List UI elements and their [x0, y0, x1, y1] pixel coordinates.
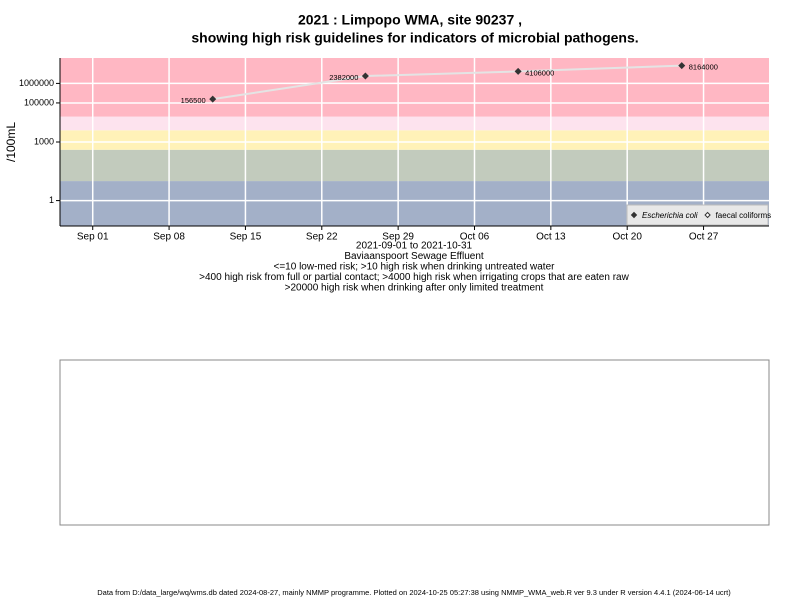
- x-tick-label: Oct 20: [612, 232, 642, 243]
- chart-subtitle: showing high risk guidelines for indicat…: [191, 30, 638, 46]
- legend-box: [626, 204, 769, 226]
- data-label: 2382000: [329, 73, 358, 82]
- series-line: [212, 64, 682, 101]
- risk-band: [60, 58, 769, 117]
- x-tick-label: Sep 15: [230, 232, 262, 243]
- x-tick-label: Sep 08: [153, 232, 185, 243]
- x-tick-label: Oct 27: [689, 232, 719, 243]
- y-tick-label: 1: [49, 195, 54, 205]
- x-axis-label: >400 high risk from full or partial cont…: [199, 272, 629, 283]
- x-axis-label: 2021-09-01 to 2021-10-31: [356, 241, 473, 252]
- data-label: 8164000: [689, 63, 718, 72]
- x-tick-label: Oct 06: [460, 232, 490, 243]
- x-axis-label: >20000 high risk when drinking after onl…: [285, 283, 544, 294]
- data-point: [209, 95, 217, 103]
- legend-marker: [704, 211, 711, 219]
- footer: Data from D:/data_large/wq/wms.db dated …: [97, 588, 731, 597]
- x-axis-label: <=10 low-med risk; >10 high risk when dr…: [274, 262, 556, 273]
- empty-panel: [59, 359, 770, 526]
- risk-band: [60, 130, 769, 150]
- y-axis-label: /100mL: [4, 122, 18, 162]
- data-label: 4106000: [525, 68, 554, 77]
- data-point: [678, 62, 686, 70]
- legend-label: faecal coliforms: [716, 211, 772, 220]
- x-tick-label: Sep 01: [77, 232, 109, 243]
- legend: Escherichia coli faecal coliforms: [626, 204, 772, 226]
- data-point: [514, 67, 522, 75]
- x-axis-label: Baviaanspoort Sewage Effluent: [344, 251, 484, 262]
- data-point: [361, 72, 369, 80]
- x-tick-label: Oct 13: [536, 232, 566, 243]
- risk-band: [60, 116, 769, 131]
- x-tick-label: Sep 22: [306, 232, 338, 243]
- data-label: 156500: [181, 96, 206, 105]
- risk-band: [60, 149, 769, 182]
- y-tick-label: 1000000: [19, 78, 54, 88]
- legend-label: Escherichia coli: [642, 211, 698, 220]
- legend-marker: [630, 211, 638, 219]
- y-tick-label: 100000: [24, 97, 54, 107]
- y-tick-label: 1000: [34, 136, 54, 146]
- x-tick-label: Sep 29: [382, 232, 414, 243]
- chart-title: 2021 : Limpopo WMA, site 90237 ,: [298, 12, 522, 28]
